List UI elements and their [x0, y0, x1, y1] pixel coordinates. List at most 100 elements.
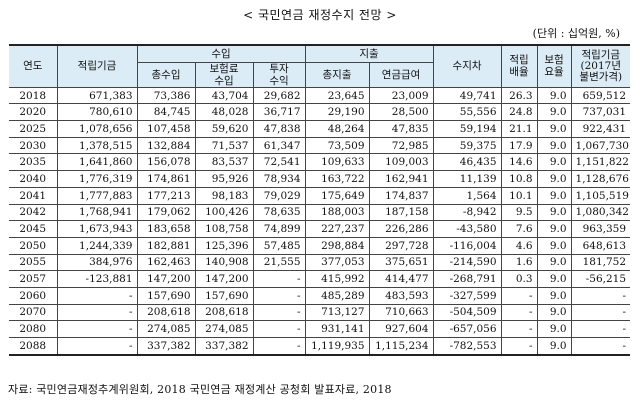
table-cell: 9.0 — [536, 286, 572, 305]
table-cell: -116,004 — [432, 236, 502, 255]
table-cell: 107,458 — [136, 120, 196, 138]
table-cell: 72,985 — [368, 136, 434, 155]
table-cell: -657,056 — [432, 320, 502, 338]
table-cell: - — [570, 336, 631, 356]
table-cell: - — [500, 286, 538, 305]
table-row: 2057 -123,881 147,200 147,200-415,992 414,47… — [9, 270, 631, 288]
row-year-cell: 2045 — [9, 220, 58, 238]
table-cell: 9.0 — [536, 103, 572, 122]
table-cell: -56,215 — [570, 270, 631, 288]
table-cell: 59,620 — [194, 120, 254, 138]
table-cell: -327,599 — [432, 286, 502, 305]
table-cell: 1,776,319 — [56, 170, 138, 188]
table-cell: 23,009 — [368, 86, 434, 105]
table-cell: 208,618 — [136, 303, 196, 322]
table-cell: 47,835 — [368, 120, 434, 138]
table-cell: 7.6 — [500, 220, 538, 238]
table-cell: 157,690 — [194, 286, 254, 305]
table-cell: 963,359 — [570, 220, 631, 238]
row-year-cell: 2080 — [9, 320, 58, 338]
table-cell: 29,190 — [304, 103, 370, 122]
table-cell: 174,861 — [136, 170, 196, 188]
row-year-cell: 2070 — [9, 303, 58, 322]
table-cell: 710,663 — [368, 303, 434, 322]
table-cell: 162,463 — [136, 253, 196, 272]
table-cell: 375,651 — [368, 253, 434, 272]
table-cell: 9.0 — [536, 186, 572, 205]
header-expense: 지출 — [304, 44, 434, 63]
table-cell: -268,791 — [432, 270, 502, 288]
table-cell: 162,941 — [368, 170, 434, 188]
table-cell: 1,067,730 — [570, 136, 631, 155]
row-year-cell: 2050 — [9, 236, 58, 255]
table-cell: 21,555 — [252, 253, 306, 272]
table-row: 2018 671,383 73,386 43,704 29,682 23,645 23,00… — [9, 86, 631, 105]
table-cell: - — [252, 286, 306, 305]
table-cell: 125,396 — [194, 236, 254, 255]
table-cell: 9.0 — [536, 236, 572, 255]
table-cell: 59,375 — [432, 136, 502, 155]
table-cell: 73,509 — [304, 136, 370, 155]
table-cell: 109,633 — [304, 153, 370, 172]
table-cell: 59,194 — [432, 120, 502, 138]
table-title: < 국민연금 재정수지 전망 > — [243, 8, 397, 22]
table-cell: 98,183 — [194, 186, 254, 205]
table-cell: 1,768,941 — [56, 203, 138, 222]
table-body: 2018 671,383 73,386 43,704 29,682 23,645 23,00… — [9, 86, 631, 356]
table-cell: 9.0 — [536, 336, 572, 356]
table-cell: 14.6 — [500, 153, 538, 172]
row-year-cell: 2030 — [9, 136, 58, 155]
table-row: 2025 1,078,656 107,458 59,620 47,838 48,264 47… — [9, 120, 631, 138]
row-year-cell: 2042 — [9, 203, 58, 222]
table-cell: 226,286 — [368, 220, 434, 238]
table-cell: 100,426 — [194, 203, 254, 222]
table-cell: - — [252, 320, 306, 338]
table-cell: 274,085 — [194, 320, 254, 338]
table-cell: 780,610 — [56, 103, 138, 122]
table-cell: 21.1 — [500, 120, 538, 138]
table-row: 2042 1,768,941 179,062 100,426 78,635 188,003… — [9, 203, 631, 222]
table-cell: 83,537 — [194, 153, 254, 172]
table-cell: 298,884 — [304, 236, 370, 255]
table-cell: - — [252, 336, 306, 356]
table-cell: 95,926 — [194, 170, 254, 188]
table-cell: 0.3 — [500, 270, 538, 288]
table-cell: 48,264 — [304, 120, 370, 138]
table-cell: 73,386 — [136, 86, 196, 105]
row-year-cell: 2057 — [9, 270, 58, 288]
table-cell: -43,580 — [432, 220, 502, 238]
table-cell: 29,682 — [252, 86, 306, 105]
table-cell: 671,383 — [56, 86, 138, 105]
table-cell: 48,028 — [194, 103, 254, 122]
table-cell: 9.0 — [536, 136, 572, 155]
table-cell: 74,899 — [252, 220, 306, 238]
table-row: 2020 780,610 84,745 48,028 36,717 29,190 28,50… — [9, 103, 631, 122]
table-cell: 1,641,860 — [56, 153, 138, 172]
table-cell: 415,992 — [304, 270, 370, 288]
table-cell: - — [252, 270, 306, 288]
header-fund-2017: 적립기금 (2017년 불변가격) — [570, 44, 631, 88]
table-cell: 1,115,234 — [368, 336, 434, 356]
table-cell: 72,541 — [252, 153, 306, 172]
table-cell: 414,477 — [368, 270, 434, 288]
table-row: 2060-157,690 157,690-485,289 483,593 -327,5… — [9, 286, 631, 305]
table-cell: 9.0 — [536, 253, 572, 272]
table-cell: -782,553 — [432, 336, 502, 356]
table-cell: 132,884 — [136, 136, 196, 155]
table-cell: 931,141 — [304, 320, 370, 338]
table-cell: 9.0 — [536, 86, 572, 105]
table-cell: 1,777,883 — [56, 186, 138, 205]
unit-note: (단위 : 십억원, %) — [532, 27, 620, 40]
row-year-cell: 2020 — [9, 103, 58, 122]
table-cell: 648,613 — [570, 236, 631, 255]
table-cell: 377,053 — [304, 253, 370, 272]
table-cell: - — [570, 286, 631, 305]
table-cell: 9.0 — [536, 120, 572, 138]
table-cell: 9.5 — [500, 203, 538, 222]
fiscal-balance-table: 연도 적립기금 수입 지출 수지차 적립 배율 보험 요율 적립기금 (2017… — [9, 44, 631, 356]
table-cell: 46,435 — [432, 153, 502, 172]
header-fund: 적립기금 — [56, 44, 138, 88]
table-cell: -8,942 — [432, 203, 502, 222]
table-row: 2041 1,777,883 177,213 98,183 79,029 175,649 1… — [9, 186, 631, 205]
table-cell: - — [252, 303, 306, 322]
